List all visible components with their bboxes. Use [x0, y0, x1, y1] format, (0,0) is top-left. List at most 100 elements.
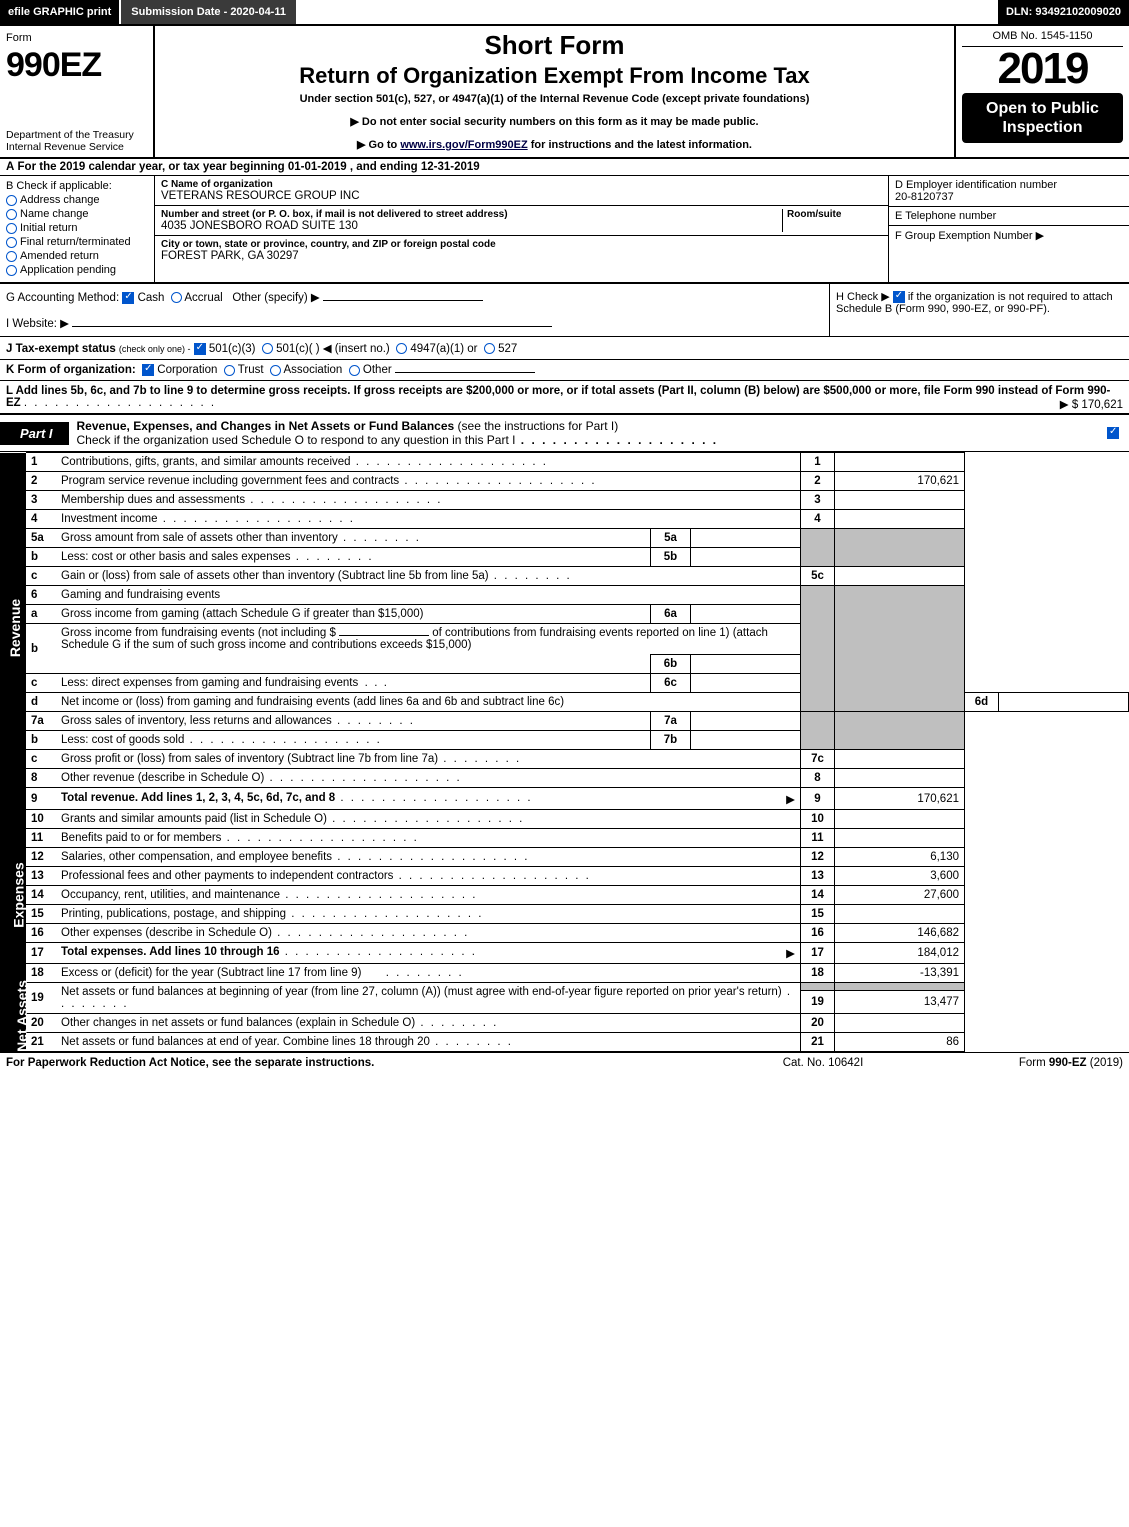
footer-form-bold: 990-EZ [1049, 1057, 1087, 1069]
row-g: G Accounting Method: Cash Accrual Other … [0, 284, 829, 336]
ln-ref: 5c [801, 567, 835, 586]
line-6: 6 Gaming and fundraising events [0, 586, 1129, 605]
ln-no: 13 [26, 867, 56, 886]
ln-ref: 3 [801, 491, 835, 510]
sidebar-expenses: Expenses [0, 810, 26, 964]
ln-ref: 9 [801, 788, 835, 810]
footer-left: For Paperwork Reduction Act Notice, see … [6, 1057, 723, 1069]
chk-final-return[interactable]: Final return/terminated [6, 236, 148, 248]
form-word: Form [6, 32, 147, 44]
ln-ref: 7c [801, 750, 835, 769]
ln-amt [835, 829, 965, 848]
row-a-pre: For the 2019 calendar year, or tax year … [18, 161, 288, 173]
gray-cell [801, 712, 835, 750]
ln-no: 17 [26, 943, 56, 964]
ln-sub: 5a [651, 529, 691, 548]
chk-501c[interactable] [262, 343, 273, 354]
ln-desc: Contributions, gifts, grants, and simila… [56, 453, 801, 472]
city-label: City or town, state or province, country… [161, 239, 882, 250]
chk-accrual[interactable] [171, 292, 182, 303]
department-label: Department of the Treasury Internal Reve… [6, 129, 146, 153]
ln-no: c [26, 750, 56, 769]
chk-schedule-o[interactable] [1107, 427, 1119, 439]
row-a-end: 12-31-2019 [421, 161, 480, 173]
ln-desc: Gain or (loss) from sale of assets other… [56, 567, 801, 586]
ein-label: D Employer identification number [895, 179, 1123, 191]
goto-pre: ▶ Go to [357, 139, 400, 151]
addr-value: 4035 JONESBORO ROAD SUITE 130 [161, 220, 782, 232]
ln-desc: Other changes in net assets or fund bala… [56, 1014, 801, 1033]
ln-desc: Net assets or fund balances at beginning… [56, 983, 801, 1014]
return-title: Return of Organization Exempt From Incom… [165, 63, 944, 89]
line-5a: 5a Gross amount from sale of assets othe… [0, 529, 1129, 548]
chk-other[interactable] [349, 365, 360, 376]
ln-ref: 21 [801, 1033, 835, 1052]
chk-amended-return[interactable]: Amended return [6, 250, 148, 262]
ln-amt [835, 1014, 965, 1033]
chk-name-change[interactable]: Name change [6, 208, 148, 220]
ln-amt: 3,600 [835, 867, 965, 886]
footer-form-post: (2019) [1087, 1057, 1123, 1069]
k-other-input[interactable] [395, 372, 535, 373]
public-warning: ▶ Do not enter social security numbers o… [165, 115, 944, 128]
row-j: J Tax-exempt status (check only one) - 5… [0, 337, 1129, 360]
part-i-title-text: Revenue, Expenses, and Changes in Net As… [77, 419, 455, 433]
ln-subval [691, 712, 801, 731]
website-input[interactable] [72, 326, 552, 327]
ln-no: b [26, 624, 56, 674]
chk-label: Application pending [20, 264, 116, 276]
radio-icon [6, 265, 17, 276]
col-c: C Name of organization VETERANS RESOURCE… [155, 176, 889, 282]
chk-corp[interactable] [142, 364, 154, 376]
gray-cell [835, 529, 965, 567]
ln-amt [835, 810, 965, 829]
ln-desc: Other revenue (describe in Schedule O) [56, 769, 801, 788]
ln-desc: Gross sales of inventory, less returns a… [56, 712, 651, 731]
ln-desc: Less: direct expenses from gaming and fu… [56, 674, 651, 693]
g-other-input[interactable] [323, 300, 483, 301]
g-label: G Accounting Method: [6, 292, 119, 304]
sidebar-netassets: Net Assets [0, 964, 26, 1052]
ln-sub: 6a [651, 605, 691, 624]
ln-desc: Gross income from gaming (attach Schedul… [56, 605, 651, 624]
irs-link[interactable]: www.irs.gov/Form990EZ [400, 139, 527, 151]
radio-icon [6, 251, 17, 262]
line-5c: c Gain or (loss) from sale of assets oth… [0, 567, 1129, 586]
ln-desc: Less: cost of goods sold [56, 731, 651, 750]
chk-501c3[interactable] [194, 343, 206, 355]
col-b-head: B Check if applicable: [6, 180, 148, 192]
ln-ref: 19 [801, 991, 835, 1014]
contrib-input[interactable] [339, 635, 429, 636]
chk-label: Initial return [20, 222, 77, 234]
chk-trust[interactable] [224, 365, 235, 376]
chk-527[interactable] [484, 343, 495, 354]
chk-initial-return[interactable]: Initial return [6, 222, 148, 234]
ln-ref: 2 [801, 472, 835, 491]
ln-no: 1 [26, 453, 56, 472]
ln-no: 11 [26, 829, 56, 848]
chk-4947[interactable] [396, 343, 407, 354]
chk-h[interactable] [893, 291, 905, 303]
ln-subval [691, 605, 801, 624]
row-a-tax-year: A For the 2019 calendar year, or tax yea… [0, 159, 1129, 176]
ln-ref: 6d [965, 693, 999, 712]
g-other: Other (specify) ▶ [232, 292, 319, 304]
efile-print-label[interactable]: efile GRAPHIC print [0, 0, 119, 24]
chk-cash[interactable] [122, 292, 134, 304]
line-21: 21 Net assets or fund balances at end of… [0, 1033, 1129, 1052]
ln-desc: Excess or (deficit) for the year (Subtra… [56, 964, 801, 983]
ln-amt: 13,477 [835, 991, 965, 1014]
chk-address-change[interactable]: Address change [6, 194, 148, 206]
sidebar-revenue: Revenue [0, 453, 26, 788]
ln-no: b [26, 731, 56, 750]
chk-assoc[interactable] [270, 365, 281, 376]
chk-application-pending[interactable]: Application pending [6, 264, 148, 276]
ln-desc: Total expenses. Add lines 10 through 16 … [56, 943, 801, 964]
row-a-begin: 01-01-2019 [288, 161, 347, 173]
ln-amt: 146,682 [835, 924, 965, 943]
row-a-label: A [6, 161, 14, 173]
gray-cell [801, 983, 835, 991]
ln-subval [691, 548, 801, 567]
ln-subval [691, 529, 801, 548]
line-2: 2 Program service revenue including gove… [0, 472, 1129, 491]
